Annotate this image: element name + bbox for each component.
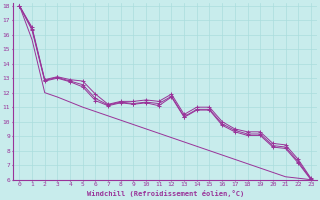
X-axis label: Windchill (Refroidissement éolien,°C): Windchill (Refroidissement éolien,°C) (86, 190, 244, 197)
